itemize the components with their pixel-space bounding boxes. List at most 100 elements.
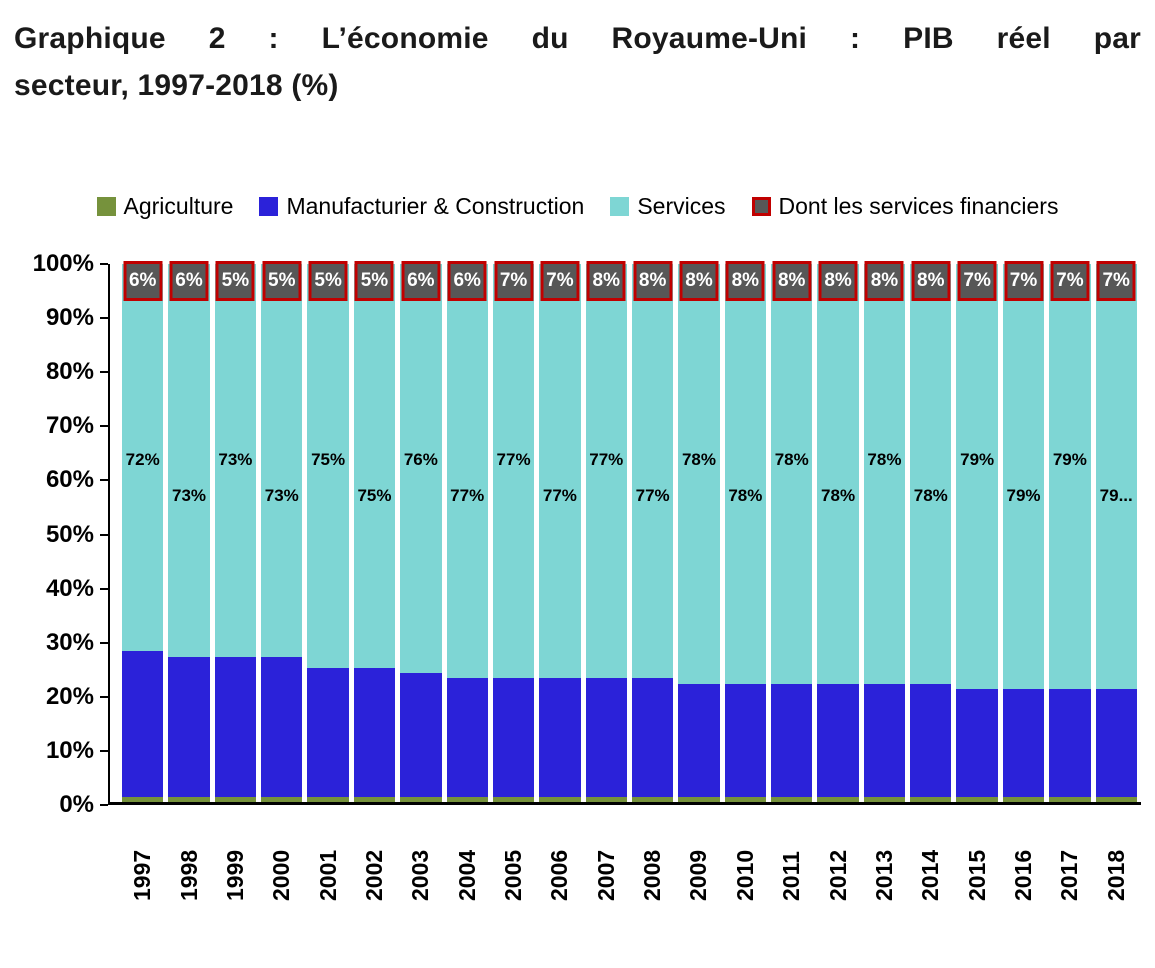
services-value-label: 77% xyxy=(450,486,485,505)
y-tick-mark xyxy=(100,587,108,590)
segment-agriculture xyxy=(678,796,720,802)
bar-1997: 72% 6% xyxy=(122,261,164,802)
x-tick-2005: 2005 xyxy=(493,805,534,901)
x-tick-label: 1999 xyxy=(221,849,248,901)
x-tick-2008: 2008 xyxy=(632,805,673,901)
segment-agriculture xyxy=(400,796,442,802)
y-tick-label: 10% xyxy=(45,736,94,764)
segment-services xyxy=(771,264,813,684)
segment-services xyxy=(168,264,210,657)
y-tick-mark xyxy=(100,533,108,536)
y-tick-mark xyxy=(100,641,108,644)
segment-services xyxy=(400,264,442,673)
segment-manufacturing-construction xyxy=(863,683,906,797)
legend-item-2: Services xyxy=(610,193,726,220)
x-tick-label: 2009 xyxy=(685,849,712,901)
segment-agriculture xyxy=(168,796,210,802)
x-tick-label: 2005 xyxy=(500,849,527,901)
x-tick-2002: 2002 xyxy=(354,805,395,901)
bar-1998: 73% 6% xyxy=(168,261,210,802)
x-tick-label: 2016 xyxy=(1010,849,1036,901)
segment-agriculture xyxy=(122,796,164,802)
financial-services-value-box: 7% xyxy=(957,261,997,301)
segment-agriculture xyxy=(585,796,627,802)
segment-services xyxy=(214,264,257,657)
services-value-label: 72% xyxy=(125,450,160,469)
y-tick-mark xyxy=(100,695,108,698)
x-tick-2003: 2003 xyxy=(400,805,441,901)
segment-services xyxy=(817,264,859,684)
plot-area: 72% 6% 73% 6% 73% 5% 73% 5% 75% 5% 75% 5% 76% 6% 77% 6%… xyxy=(108,261,1141,805)
financial-services-value-box: 8% xyxy=(679,261,719,301)
segment-agriculture xyxy=(863,796,906,802)
segment-manufacturing-construction xyxy=(122,651,164,797)
services-value-label: 79% xyxy=(1006,486,1041,505)
segment-services xyxy=(446,264,488,679)
financial-services-value-box: 7% xyxy=(1096,261,1136,301)
financial-services-value-box: 7% xyxy=(1004,261,1043,301)
y-tick-label: 20% xyxy=(45,682,94,710)
bar-2002: 75% 5% xyxy=(353,261,396,802)
financial-services-value-box: 6% xyxy=(123,261,163,301)
segment-agriculture xyxy=(1002,796,1045,802)
legend-swatch-icon xyxy=(610,197,630,216)
legend-label: Services xyxy=(637,193,726,219)
bar-2011: 78% 8% xyxy=(771,261,813,802)
bar-2005: 77% 7% xyxy=(492,261,535,802)
y-tick-mark xyxy=(100,425,108,428)
x-tick-2009: 2009 xyxy=(678,805,719,901)
services-value-label: 73% xyxy=(218,450,253,469)
x-tick-2013: 2013 xyxy=(864,805,905,901)
bar-2000: 73% 5% xyxy=(261,261,303,802)
y-axis-spacer xyxy=(14,805,108,901)
services-value-label: 78% xyxy=(913,486,948,505)
legend-label: Dont les services financiers xyxy=(778,193,1059,219)
chart-title: Graphique 2 : L’économie du Royaume-Uni … xyxy=(14,16,1141,109)
financial-services-value-box: 8% xyxy=(818,261,858,301)
segment-agriculture xyxy=(446,796,488,802)
segment-manufacturing-construction xyxy=(446,678,488,797)
financial-services-value-box: 5% xyxy=(308,261,348,301)
segment-manufacturing-construction xyxy=(631,678,674,797)
services-value-label: 77% xyxy=(635,486,670,505)
services-value-label: 79... xyxy=(1099,486,1133,505)
legend-swatch-icon xyxy=(259,197,279,216)
segment-manufacturing-construction xyxy=(910,683,952,797)
segment-services xyxy=(678,264,720,684)
financial-services-value-box: 6% xyxy=(447,261,487,301)
bar-2001: 75% 5% xyxy=(307,261,349,802)
chart-title-line2: secteur, 1997-2018 (%) xyxy=(14,68,339,102)
x-tick-2004: 2004 xyxy=(447,805,488,901)
legend-item-3: Dont les services financiers xyxy=(751,193,1059,220)
y-tick-label: 80% xyxy=(45,358,94,386)
chart-title-line1: Graphique 2 : L’économie du Royaume-Uni … xyxy=(14,22,1141,55)
x-tick-label: 2001 xyxy=(314,849,341,901)
x-tick-label: 2006 xyxy=(546,849,573,901)
segment-services xyxy=(353,264,396,668)
segment-services xyxy=(539,264,581,679)
segment-manufacturing-construction xyxy=(1049,689,1091,797)
x-tick-label: 2008 xyxy=(639,849,666,901)
y-tick-mark xyxy=(100,804,108,806)
x-axis-row: 1997 1998 1999 2000 2001 2002 2003 2004 2005 2006… xyxy=(14,805,1141,901)
services-value-label: 78% xyxy=(821,486,856,505)
bar-2012: 78% 8% xyxy=(817,261,859,802)
bar-2015: 79% 7% xyxy=(956,261,998,802)
x-tick-label: 2012 xyxy=(824,849,851,901)
x-axis: 1997 1998 1999 2000 2001 2002 2003 2004 2005 2006… xyxy=(108,805,1141,901)
y-tick-mark xyxy=(100,479,108,482)
x-tick-1997: 1997 xyxy=(122,805,163,901)
segment-manufacturing-construction xyxy=(168,656,210,797)
segment-services xyxy=(122,264,164,652)
segment-agriculture xyxy=(261,796,303,802)
services-value-label: 73% xyxy=(264,486,299,505)
segment-services xyxy=(307,264,349,668)
segment-services xyxy=(956,264,998,690)
services-value-label: 77% xyxy=(589,450,624,469)
bar-2013: 78% 8% xyxy=(863,261,906,802)
y-tick-mark xyxy=(100,317,108,320)
x-tick-label: 2018 xyxy=(1102,849,1129,901)
financial-services-value-box: 5% xyxy=(262,261,302,301)
financial-services-value-box: 6% xyxy=(169,261,209,301)
segment-manufacturing-construction xyxy=(214,656,257,797)
